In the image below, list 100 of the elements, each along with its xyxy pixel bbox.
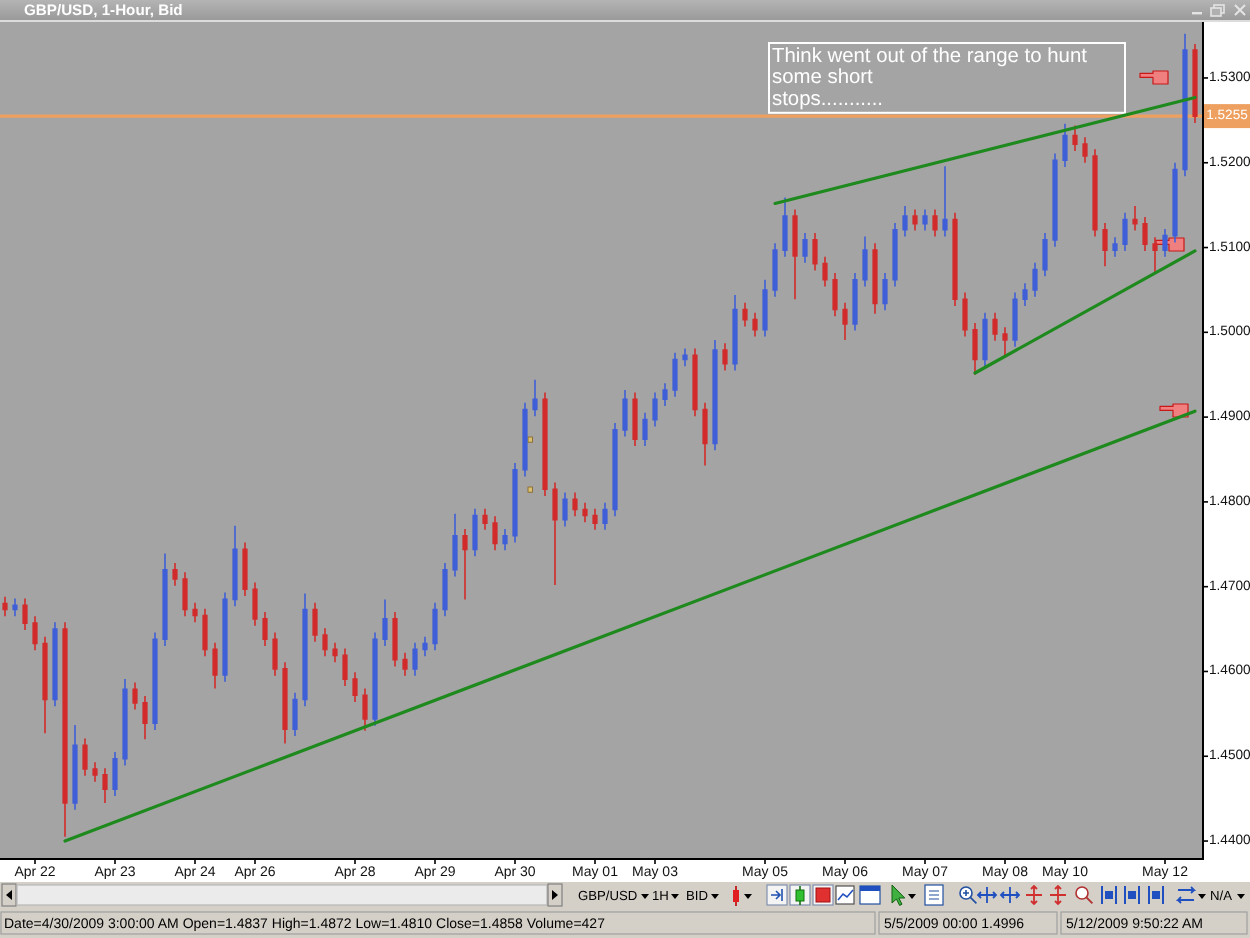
candlestick xyxy=(662,382,668,407)
candlestick xyxy=(822,256,828,288)
candlestick xyxy=(552,481,558,586)
candlestick xyxy=(352,671,358,703)
candlestick xyxy=(752,312,758,338)
candlestick xyxy=(1192,43,1198,124)
candlestick xyxy=(1162,228,1168,258)
candlestick xyxy=(1132,205,1138,232)
candlestick xyxy=(802,232,808,264)
candlestick xyxy=(1102,222,1108,267)
candlestick xyxy=(632,391,638,447)
candlestick xyxy=(572,491,578,518)
candlestick xyxy=(242,541,248,597)
candlestick xyxy=(1012,291,1018,348)
candlestick xyxy=(582,501,588,524)
candlestick xyxy=(432,601,438,652)
candlestick xyxy=(192,601,198,624)
candlestick xyxy=(862,235,868,288)
candlestick xyxy=(422,635,428,658)
candlestick xyxy=(962,291,968,338)
candlestick xyxy=(372,631,378,727)
candlestick xyxy=(102,767,108,804)
candlestick xyxy=(502,528,508,552)
candlestick xyxy=(1022,282,1028,307)
candlestick xyxy=(202,607,208,658)
candlestick xyxy=(2,596,8,618)
candlestick xyxy=(1122,211,1128,252)
candlestick xyxy=(1042,232,1048,278)
candlestick xyxy=(302,592,308,708)
candlestick xyxy=(652,391,658,428)
candlestick xyxy=(382,598,388,647)
candlestick xyxy=(52,621,58,708)
candlestick xyxy=(152,631,158,731)
candlestick xyxy=(1112,236,1118,258)
candlestick xyxy=(542,391,548,497)
candlestick xyxy=(682,347,688,368)
candlestick xyxy=(142,695,148,741)
candlestick xyxy=(322,627,328,658)
candlestick xyxy=(412,641,418,677)
candlestick xyxy=(532,379,538,418)
candlestick xyxy=(702,401,708,467)
candlestick xyxy=(602,501,608,531)
candlestick xyxy=(132,681,138,711)
candlestick xyxy=(172,562,178,587)
candlestick xyxy=(1002,326,1008,357)
candlestick xyxy=(452,512,458,578)
candlestick xyxy=(952,211,958,307)
candlestick xyxy=(512,462,518,544)
candlestick xyxy=(1142,216,1148,252)
candlestick xyxy=(762,278,768,338)
candlestick xyxy=(1152,236,1158,275)
candlestick xyxy=(62,621,68,838)
candlestick xyxy=(932,208,938,238)
candlestick xyxy=(1182,33,1188,178)
candlestick xyxy=(282,661,288,745)
annotation: Think went out of the range to hunt some short stops........... xyxy=(772,44,1088,110)
candlestick xyxy=(842,301,848,341)
candlestick xyxy=(472,507,478,557)
candlestick xyxy=(742,301,748,328)
candlestick xyxy=(122,678,128,767)
candlestick xyxy=(592,507,598,531)
candlestick xyxy=(782,196,788,258)
candlestick xyxy=(92,761,98,783)
candlestick xyxy=(212,641,218,690)
candlestick xyxy=(252,581,258,627)
candlestick xyxy=(42,635,48,735)
candlestick xyxy=(832,272,838,318)
candlestick xyxy=(972,322,978,376)
candlestick xyxy=(1092,148,1098,238)
candlestick xyxy=(232,524,238,607)
candlestick xyxy=(872,242,878,315)
candlestick xyxy=(12,597,18,618)
candlestick xyxy=(882,272,888,312)
candlestick xyxy=(222,591,228,683)
candlestick xyxy=(942,165,948,238)
candlestick xyxy=(712,339,718,451)
candlestick xyxy=(562,491,568,528)
candlestick xyxy=(1072,124,1078,152)
candlestick xyxy=(692,347,698,418)
candlestick xyxy=(482,507,488,531)
candlestick xyxy=(332,641,338,663)
candlestick xyxy=(982,312,988,368)
candlestick xyxy=(612,422,618,518)
candlestick xyxy=(402,652,408,677)
candlestick xyxy=(852,272,858,332)
candlestick xyxy=(272,631,278,677)
candlestick xyxy=(912,208,918,232)
candlestick xyxy=(922,208,928,232)
candlestick xyxy=(1082,136,1088,164)
candlestick xyxy=(792,208,798,301)
candlestick xyxy=(342,647,348,687)
candlestick xyxy=(392,611,398,668)
candlestick xyxy=(262,611,268,647)
candlestick xyxy=(1172,161,1178,244)
candlestick xyxy=(292,691,298,737)
candlestick xyxy=(362,687,368,732)
candlestick xyxy=(442,562,448,618)
candlestick xyxy=(82,737,88,777)
candlestick xyxy=(992,312,998,342)
candlestick xyxy=(772,242,778,298)
